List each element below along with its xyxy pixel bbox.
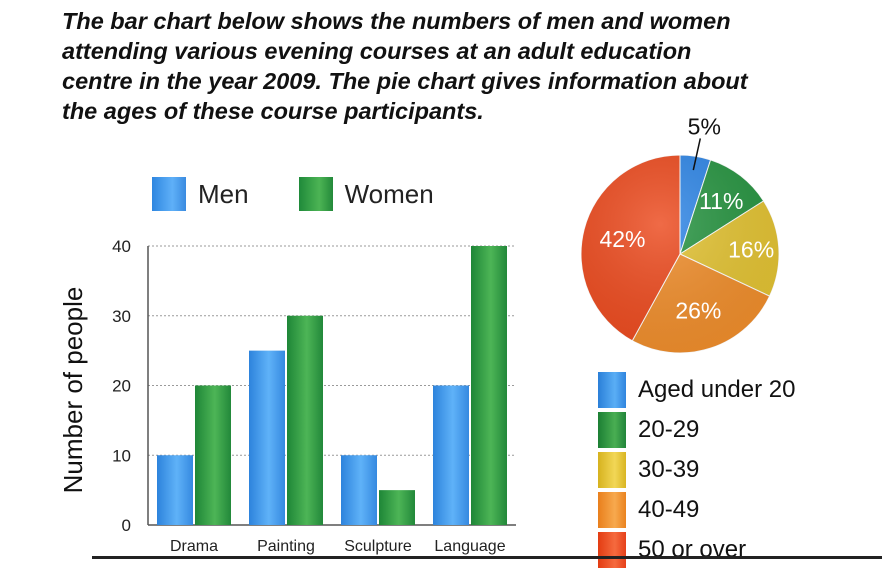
y-tick-label: 0 <box>122 516 131 535</box>
bar-chart-legend: Men Women <box>152 176 484 212</box>
pie-legend-label-50-over: 50 or over <box>638 536 747 563</box>
legend-item-men: Men <box>152 177 249 211</box>
question-heading: The bar chart below shows the numbers of… <box>62 6 872 126</box>
bar-y-axis-label: Number of people <box>58 287 88 494</box>
legend-label-women: Women <box>344 178 434 209</box>
pie-value-label: 42% <box>599 226 645 252</box>
x-tick-label: Drama <box>170 538 218 555</box>
pie-label-pointer <box>692 138 702 171</box>
pie-value-label: 26% <box>675 297 721 323</box>
legend-swatch-women <box>298 177 333 211</box>
pie-legend-item: 20-29 <box>598 410 878 450</box>
pie-legend-swatch-30-39 <box>598 452 626 488</box>
bar-x-tick-labels: Drama Painting Sculpture Language <box>170 538 506 555</box>
pie-chart-legend: Aged under 20 20-29 30-39 40-49 50 or ov… <box>598 370 878 570</box>
heading-line-3: centre in the year 2009. The pie chart g… <box>62 68 748 94</box>
heading-line-4: the ages of these course participants. <box>62 98 484 124</box>
pie-legend-label-under20: Aged under 20 <box>638 376 796 403</box>
pie-value-labels: 5% 11% 16% 26% 42% <box>599 113 774 323</box>
bar-men-drama <box>157 455 193 525</box>
bar-women-painting <box>287 315 323 525</box>
y-tick-label: 20 <box>112 377 131 396</box>
bottom-rule <box>92 556 882 559</box>
pie-legend-swatch-under20 <box>598 372 626 408</box>
x-tick-label: Painting <box>257 538 315 555</box>
heading-line-1: The bar chart below shows the numbers of… <box>62 8 731 34</box>
legend-label-men: Men <box>198 178 249 209</box>
bar-marks <box>157 246 507 525</box>
pie-legend-swatch-20-29 <box>598 412 626 448</box>
bar-women-drama <box>195 385 231 525</box>
x-tick-label: Sculpture <box>344 538 412 555</box>
pie-legend-label-30-39: 30-39 <box>638 456 700 483</box>
heading-line-2: attending various evening courses at an … <box>62 38 692 64</box>
y-tick-label: 30 <box>112 307 131 326</box>
bar-men-painting <box>249 350 285 525</box>
bar-women-language <box>471 246 507 525</box>
pie-value-label: 11% <box>699 188 743 214</box>
pie-legend-label-20-29: 20-29 <box>638 416 700 443</box>
bar-men-sculpture <box>341 455 377 525</box>
pie-legend-swatch-40-49 <box>598 492 626 528</box>
y-tick-label: 40 <box>112 237 131 256</box>
pie-legend-label-40-49: 40-49 <box>638 496 700 523</box>
pie-legend-item: 30-39 <box>598 450 878 490</box>
y-tick-label: 10 <box>112 446 131 465</box>
x-tick-label: Language <box>434 538 505 555</box>
bar-y-tick-labels: 0 10 20 30 40 <box>112 237 131 535</box>
legend-item-women: Women <box>298 177 434 211</box>
pie-value-label: 5% <box>688 113 721 139</box>
bar-men-language <box>433 385 469 525</box>
bar-women-sculpture <box>379 490 415 525</box>
pie-legend-swatch-50-over <box>598 532 626 568</box>
pie-value-label: 16% <box>728 237 774 263</box>
pie-legend-item: 40-49 <box>598 490 878 530</box>
pie-legend-item: Aged under 20 <box>598 370 878 410</box>
legend-swatch-men <box>152 177 186 211</box>
pie-legend-item: 50 or over <box>598 530 878 570</box>
bar-chart: 0 10 20 30 40 Drama Painting Sculpture Language… <box>58 237 516 555</box>
